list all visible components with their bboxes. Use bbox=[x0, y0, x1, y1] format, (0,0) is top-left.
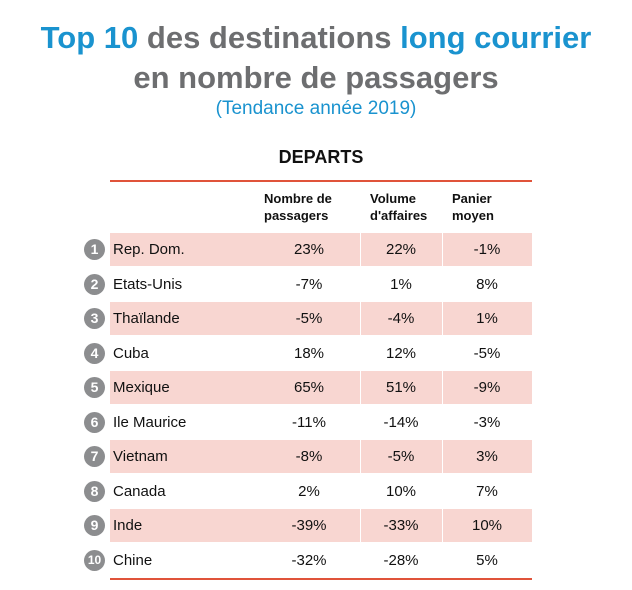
volume-value: -33% bbox=[383, 517, 419, 534]
rank-badge: 5 bbox=[84, 377, 105, 398]
volume-value: 22% bbox=[385, 241, 417, 258]
row-shading bbox=[110, 440, 532, 473]
volume-value: -5% bbox=[387, 448, 415, 465]
destination-label: Ile Maurice bbox=[113, 413, 187, 431]
rank-badge: 3 bbox=[84, 308, 105, 329]
destination-label: Inde bbox=[113, 517, 143, 534]
passagers-value: -11% bbox=[292, 413, 326, 431]
panier-value: 10% bbox=[471, 517, 503, 534]
table-row: 10 Chine -32% -28% 5% bbox=[0, 544, 632, 577]
panier-value: -9% bbox=[473, 379, 501, 396]
column-separator bbox=[442, 302, 443, 335]
rank-badge: 8 bbox=[84, 480, 105, 502]
volume-value: 12% bbox=[385, 344, 417, 362]
panier-value: 7% bbox=[476, 482, 498, 500]
column-header-line: Nombre de bbox=[264, 191, 332, 206]
rank-badge: 6 bbox=[84, 411, 105, 433]
column-separator bbox=[360, 509, 361, 542]
title-highlight-top10: Top 10 bbox=[40, 20, 139, 55]
passagers-value: -39% bbox=[291, 517, 327, 534]
row-shading bbox=[110, 233, 532, 266]
column-header-line: passagers bbox=[264, 208, 329, 223]
column-separator bbox=[360, 371, 361, 404]
panier-value: -5% bbox=[473, 344, 501, 362]
rank-badge: 10 bbox=[84, 549, 105, 571]
panier-value: 3% bbox=[476, 448, 498, 465]
passagers-value: 23% bbox=[293, 241, 325, 258]
column-header-panier: Panier moyen bbox=[452, 190, 522, 224]
row-shading bbox=[110, 371, 532, 404]
column-separator bbox=[360, 440, 361, 473]
passagers-value: -32% bbox=[291, 551, 327, 569]
destination-label: Mexique bbox=[113, 379, 170, 396]
row-shading bbox=[110, 302, 532, 335]
table-row: 1 Rep. Dom. 23% 22% -1% bbox=[0, 233, 632, 266]
volume-value: 1% bbox=[390, 275, 412, 293]
row-shading bbox=[110, 509, 532, 542]
column-separator bbox=[442, 371, 443, 404]
table-row: 5 Mexique 65% 51% -9% bbox=[0, 371, 632, 404]
rank-badge: 4 bbox=[84, 342, 105, 364]
column-separator bbox=[442, 440, 443, 473]
table-row: 2 Etats-Unis -7% 1% 8% bbox=[0, 268, 632, 301]
destination-label: Rep. Dom. bbox=[113, 241, 185, 258]
panier-value: -1% bbox=[473, 241, 501, 258]
panier-value: 5% bbox=[476, 551, 498, 569]
passagers-value: -5% bbox=[295, 310, 323, 327]
column-header-line: moyen bbox=[452, 208, 494, 223]
title-highlight-long-courrier: long courrier bbox=[400, 20, 592, 55]
rank-badge: 2 bbox=[84, 273, 105, 295]
column-header-line: Volume bbox=[370, 191, 416, 206]
table-row: 7 Vietnam -8% -5% 3% bbox=[0, 440, 632, 473]
table-bottom-rule bbox=[110, 578, 532, 580]
title-middle: des destinations bbox=[138, 20, 401, 55]
rank-badge: 9 bbox=[84, 515, 105, 536]
passagers-value: 18% bbox=[293, 344, 325, 362]
destination-label: Chine bbox=[113, 551, 153, 569]
passagers-value: 2% bbox=[298, 482, 320, 500]
column-separator bbox=[442, 509, 443, 542]
panier-value: 8% bbox=[476, 275, 498, 293]
column-header-passagers: Nombre de passagers bbox=[264, 190, 354, 224]
destination-label: Etats-Unis bbox=[113, 275, 183, 293]
table-row: 6 Ile Maurice -11% -14% -3% bbox=[0, 406, 632, 439]
panier-value: 1% bbox=[476, 310, 498, 327]
column-header-line: d'affaires bbox=[370, 208, 428, 223]
chart-subtitle: (Tendance année 2019) bbox=[215, 98, 417, 119]
column-header-volume: Volume d'affaires bbox=[370, 190, 450, 224]
volume-value: -4% bbox=[387, 310, 415, 327]
volume-value: 10% bbox=[385, 482, 417, 500]
destination-label: Cuba bbox=[113, 344, 149, 362]
table-row: 8 Canada 2% 10% 7% bbox=[0, 475, 632, 508]
passagers-value: -7% bbox=[295, 275, 323, 293]
chart-title-line2: en nombre de passagers bbox=[133, 60, 499, 95]
destination-label: Canada bbox=[113, 482, 166, 500]
column-separator bbox=[442, 233, 443, 266]
panier-value: -3% bbox=[473, 413, 501, 431]
column-separator bbox=[360, 233, 361, 266]
table-row: 3 Thaïlande -5% -4% 1% bbox=[0, 302, 632, 335]
table-top-rule bbox=[110, 180, 532, 182]
passagers-value: -8% bbox=[295, 448, 323, 465]
table-row: 4 Cuba 18% 12% -5% bbox=[0, 337, 632, 370]
volume-value: -14% bbox=[383, 413, 419, 431]
volume-value: -28% bbox=[383, 551, 419, 569]
table-row: 9 Inde -39% -33% 10% bbox=[0, 509, 632, 542]
destination-label: Vietnam bbox=[113, 448, 168, 465]
column-separator bbox=[360, 302, 361, 335]
rank-badge: 7 bbox=[84, 446, 105, 467]
rank-badge: 1 bbox=[84, 239, 105, 260]
volume-value: 51% bbox=[385, 379, 417, 396]
chart-title-line1: Top 10 des destinations long courrier bbox=[0, 22, 632, 53]
destination-label: Thaïlande bbox=[113, 310, 180, 327]
passagers-value: 65% bbox=[293, 379, 325, 396]
column-header-line: Panier bbox=[452, 191, 492, 206]
section-heading: DEPARTS bbox=[278, 147, 364, 167]
